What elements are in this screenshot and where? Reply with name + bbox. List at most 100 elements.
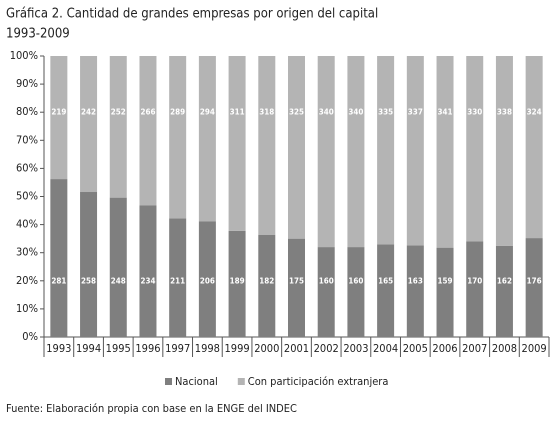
data-label: 330 — [467, 108, 482, 117]
x-tick-label: 2001 — [284, 342, 309, 355]
x-tick-label: 2008 — [492, 342, 517, 355]
bar-segment — [466, 241, 484, 337]
data-label: 337 — [408, 108, 423, 117]
x-tick-label: 1994 — [76, 342, 101, 355]
data-label: 163 — [408, 276, 423, 285]
bar-segment — [436, 247, 454, 337]
bar-segment — [198, 221, 216, 337]
x-tick-label: 2000 — [254, 342, 279, 355]
chart-title: Gráfica 2. Cantidad de grandes empresas … — [6, 7, 378, 22]
bar-segment — [347, 56, 365, 248]
bar-segment — [288, 238, 305, 337]
data-label: 335 — [378, 108, 393, 117]
data-label: 160 — [319, 276, 334, 285]
data-label: 219 — [51, 108, 66, 117]
chart-subtitle: 1993-2009 — [6, 27, 70, 42]
x-tick-label: 2005 — [403, 342, 428, 355]
bar-segment — [377, 244, 395, 337]
bar-segment — [109, 197, 127, 337]
bar-segment — [139, 205, 157, 337]
y-tick-label: 0% — [22, 330, 38, 343]
bar-segment — [347, 247, 365, 337]
y-tick-label: 70% — [16, 133, 38, 146]
y-tick-label: 60% — [16, 161, 38, 174]
data-label: 206 — [200, 276, 215, 285]
x-tick-label: 1996 — [135, 342, 160, 355]
x-tick-label: 1995 — [106, 342, 131, 355]
data-label: 324 — [527, 108, 542, 117]
data-label: 160 — [348, 276, 363, 285]
bar-segment — [228, 56, 246, 231]
x-tick-label: 2003 — [343, 342, 368, 355]
bar-segment — [406, 245, 424, 337]
data-label: 289 — [170, 108, 185, 117]
data-label: 211 — [170, 276, 185, 285]
x-tick-label: 2004 — [373, 342, 398, 355]
x-tick-label: 1993 — [46, 342, 71, 355]
data-label: 258 — [81, 276, 96, 285]
bar-segment — [406, 56, 424, 246]
data-label: 159 — [438, 276, 453, 285]
data-label: 318 — [259, 108, 274, 117]
data-label: 189 — [230, 276, 245, 285]
legend-swatch — [237, 378, 245, 385]
data-label: 325 — [289, 108, 304, 117]
bar-segment — [288, 56, 305, 239]
data-label: 176 — [527, 276, 542, 285]
bar-segment — [258, 234, 276, 337]
bar-segment — [466, 56, 484, 242]
bar-segment — [228, 230, 246, 337]
bar-segment — [258, 56, 276, 235]
bar-segment — [317, 247, 335, 337]
bar-segment — [139, 56, 157, 206]
y-tick-label: 30% — [16, 246, 38, 259]
legend-label: Nacional — [175, 375, 218, 388]
bar-segment — [169, 218, 187, 337]
data-label: 170 — [467, 276, 482, 285]
y-tick-label: 10% — [16, 302, 38, 315]
data-label: 294 — [200, 108, 215, 117]
legend-swatch — [165, 378, 172, 385]
data-label: 242 — [81, 108, 96, 117]
y-tick-label: 50% — [16, 190, 38, 203]
bar-segment — [436, 56, 454, 248]
y-tick-label: 80% — [16, 105, 38, 118]
data-label: 182 — [259, 276, 274, 285]
data-label: 281 — [51, 276, 66, 285]
bar-segment — [50, 56, 68, 180]
data-label: 340 — [348, 108, 363, 117]
source-note: Fuente: Elaboración propia con base en l… — [6, 402, 297, 415]
y-tick-label: 40% — [16, 218, 38, 231]
x-tick-label: 1998 — [195, 342, 220, 355]
x-tick-label: 2009 — [522, 342, 547, 355]
y-tick-label: 90% — [16, 77, 38, 90]
bar-segment — [169, 56, 187, 219]
bar-segment — [525, 56, 543, 239]
x-tick-label: 1997 — [165, 342, 190, 355]
bar-segment — [109, 56, 127, 198]
bar-segment — [495, 56, 513, 246]
data-label: 234 — [140, 276, 155, 285]
y-tick-label: 20% — [16, 274, 38, 287]
data-label: 162 — [497, 276, 512, 285]
x-tick-label: 2002 — [314, 342, 339, 355]
bar-segment — [317, 56, 335, 248]
y-tick-label: 100% — [10, 49, 38, 62]
data-label: 165 — [378, 276, 393, 285]
bar-segment — [495, 245, 513, 337]
x-tick-label: 2007 — [462, 342, 487, 355]
data-label: 341 — [438, 108, 453, 117]
data-label: 252 — [111, 108, 126, 117]
data-label: 248 — [111, 276, 126, 285]
legend-label: Con participación extranjera — [248, 375, 389, 388]
data-label: 338 — [497, 108, 512, 117]
data-label: 175 — [289, 276, 304, 285]
bar-segment — [198, 56, 216, 222]
bar-segment — [377, 56, 395, 245]
bar-segment — [80, 56, 98, 193]
data-label: 311 — [230, 108, 245, 117]
data-label: 340 — [319, 108, 334, 117]
x-tick-label: 1999 — [224, 342, 249, 355]
bar-segment — [80, 192, 98, 337]
